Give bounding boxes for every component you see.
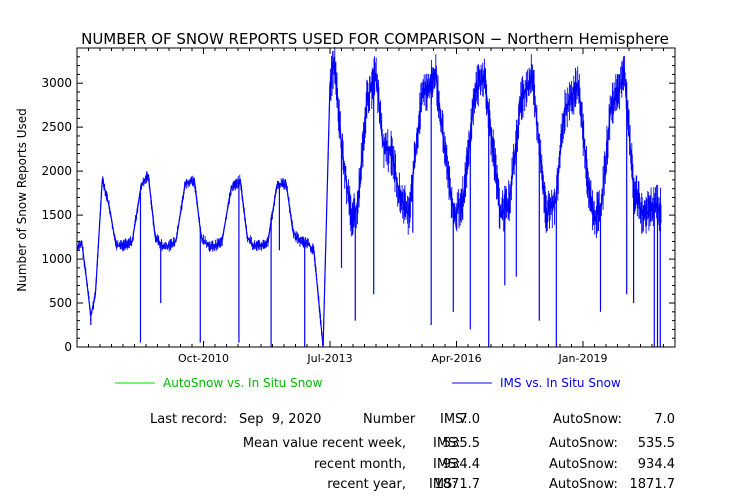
number-autosnow-label: AutoSnow: xyxy=(553,412,622,427)
month-ims-label: IMS: xyxy=(433,457,461,472)
x-tick-label: Jul-2013 xyxy=(306,352,352,365)
y-tick-label: 500 xyxy=(49,296,72,310)
last-record-label: Last record: xyxy=(150,412,228,427)
x-tick-label: Oct-2010 xyxy=(178,352,229,365)
number-ims-value: 7.0 xyxy=(459,412,480,427)
mean-week-label: Mean value recent week, xyxy=(242,436,406,451)
y-tick-label: 2000 xyxy=(41,164,72,178)
plot-layer: 0 500 1000 1500 2000 2500 3000 Oct-2010 Jul-2013… xyxy=(41,47,676,365)
y-tick-label: 1000 xyxy=(41,252,72,266)
week-ims-value: 535.5 xyxy=(442,436,480,451)
number-autosnow-value: 7.0 xyxy=(654,412,675,427)
week-ims-label: IMS: xyxy=(433,436,461,451)
number-label: Number xyxy=(363,412,416,427)
y-tick-label: 1500 xyxy=(41,208,72,222)
last-record-value: Sep 9, 2020 xyxy=(239,412,322,427)
year-label: recent year, xyxy=(327,477,406,492)
chart-title: NUMBER OF SNOW REPORTS USED FOR COMPARIS… xyxy=(81,30,669,48)
week-autosnow-value: 535.5 xyxy=(637,436,675,451)
year-autosnow-label: AutoSnow: xyxy=(549,477,618,492)
month-autosnow-label: AutoSnow: xyxy=(549,457,618,472)
year-autosnow-value: 1871.7 xyxy=(629,477,676,492)
y-tick-label: 0 xyxy=(64,340,72,354)
legend-autosnow-label: AutoSnow vs. In Situ Snow xyxy=(163,376,323,390)
x-tick-label: Apr-2016 xyxy=(431,352,481,365)
year-ims-label: IMS: xyxy=(429,477,457,492)
y-tick-label: 2500 xyxy=(41,120,72,134)
plot-frame xyxy=(76,47,676,348)
month-autosnow-value: 934.4 xyxy=(637,457,675,472)
month-ims-value: 934.4 xyxy=(442,457,480,472)
number-ims-label: IMS: xyxy=(440,412,468,427)
week-autosnow-label: AutoSnow: xyxy=(549,436,618,451)
legend-ims-label: IMS vs. In Situ Snow xyxy=(500,376,621,390)
y-tick-label: 3000 xyxy=(41,76,72,90)
x-tick-label: Jan-2019 xyxy=(558,352,608,365)
year-ims-value: 1871.7 xyxy=(434,477,481,492)
y-axis-label: Number of Snow Reports Used xyxy=(15,108,29,291)
series-noise-band xyxy=(76,47,662,347)
month-label: recent month, xyxy=(314,457,406,472)
